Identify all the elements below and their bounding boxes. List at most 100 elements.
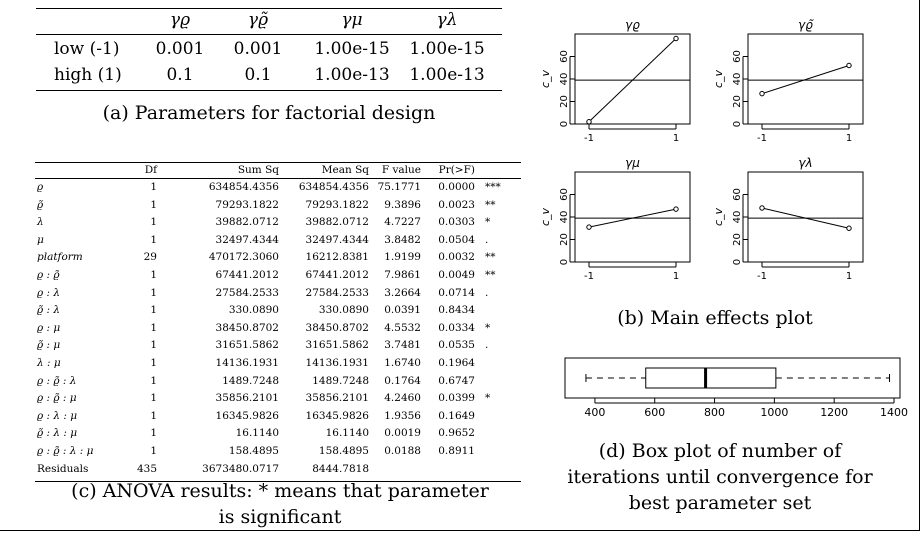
anova-cell-sumsq: 39882.0712	[215, 216, 279, 229]
plot-title: γϱ̃	[798, 18, 814, 32]
anova-cell-signif: ***	[485, 181, 501, 193]
anova-cell-sumsq: 3673480.0717	[202, 462, 279, 475]
anova-cell-meansq: 16345.9826	[305, 409, 369, 422]
plot-title: γϱ	[625, 18, 640, 32]
anova-header-fvalue: F value	[381, 164, 421, 176]
anova-cell-df: 1	[150, 357, 157, 369]
anova-cell-meansq: 27584.2533	[305, 286, 369, 299]
table-header-rule	[36, 34, 502, 35]
anova-cell-df: 1	[150, 269, 157, 281]
anova-cell-meansq: 330.0890	[318, 304, 369, 317]
anova-cell-fvalue: 0.0019	[384, 427, 421, 440]
anova-cell-meansq: 31651.5862	[305, 339, 369, 352]
caption-a: (a) Parameters for factorial design	[102, 102, 436, 124]
anova-cell-df: 1	[150, 409, 157, 422]
plot-frame	[574, 33, 691, 125]
table-top-rule	[36, 8, 502, 9]
anova-cell-term: ϱ : ϱ̃ : λ : μ	[37, 445, 94, 457]
anova-cell-sumsq: 470172.3060	[208, 251, 279, 264]
caption-d-line1: (d) Box plot of number of	[598, 440, 842, 462]
anova-cell-term: ϱ̃	[37, 198, 44, 211]
anova-cell-fvalue: 75.1771	[377, 181, 421, 193]
x-tick-label: 1400	[880, 406, 908, 419]
effect-point	[759, 205, 765, 211]
anova-cell-term: ϱ : λ : μ	[37, 409, 78, 422]
boxplot-frame	[564, 357, 901, 399]
anova-cell-sumsq: 634854.4356	[208, 181, 279, 193]
row-low-value: 0.001	[155, 39, 205, 59]
anova-cell-pr: 0.0023	[438, 198, 475, 211]
anova-cell-term: λ : μ	[37, 357, 61, 369]
caption-d-line3: best parameter set	[628, 492, 812, 514]
anova-header-df: Df	[144, 164, 157, 176]
anova-cell-meansq: 16212.8381	[305, 251, 369, 264]
anova-cell-df: 1	[150, 427, 157, 440]
y-tick-label: 40	[559, 211, 570, 224]
anova-cell-df: 1	[150, 233, 157, 246]
x-tick-label: -1	[757, 133, 767, 144]
anova-cell-signif: *	[485, 216, 491, 229]
anova-cell-pr: 0.0303	[438, 216, 475, 229]
caption-c-line2: is significant	[218, 506, 342, 528]
anova-cell-df: 1	[150, 392, 157, 405]
anova-header-rule	[35, 178, 521, 179]
anova-cell-sumsq: 1489.7248	[222, 374, 279, 387]
anova-cell-df: 1	[150, 304, 157, 317]
anova-cell-term: ϱ̃ : λ : μ	[37, 427, 78, 440]
y-axis-label: c_v	[539, 207, 552, 226]
anova-cell-signif: **	[485, 198, 496, 211]
effect-point	[673, 35, 679, 42]
anova-cell-sumsq: 31651.5862	[215, 339, 279, 352]
effect-line	[761, 65, 850, 95]
anova-cell-sumsq: 38450.8702	[215, 321, 279, 334]
anova-cell-fvalue: 4.5532	[384, 321, 421, 334]
effect-point	[586, 224, 592, 230]
anova-cell-pr: 0.0032	[438, 251, 475, 264]
y-tick-label: 0	[559, 121, 570, 127]
anova-cell-meansq: 38450.8702	[305, 321, 369, 334]
anova-cell-sumsq: 67441.2012	[215, 269, 279, 281]
anova-cell-signif: **	[485, 251, 496, 264]
anova-cell-df: 1	[150, 181, 157, 193]
anova-cell-term: ϱ	[37, 181, 44, 193]
y-tick-label: 40	[732, 73, 743, 86]
effect-line	[588, 38, 677, 123]
y-tick-label: 0	[559, 259, 570, 265]
x-tick-label: 1	[673, 133, 679, 144]
anova-cell-df: 1	[150, 339, 157, 352]
anova-cell-fvalue: 9.3896	[384, 198, 421, 211]
x-tick-label: 1	[846, 133, 852, 144]
y-tick-label: 60	[559, 50, 570, 63]
anova-cell-term: ϱ : ϱ̃ : λ	[37, 374, 77, 387]
anova-cell-sumsq: 32497.4344	[215, 233, 279, 246]
anova-cell-fvalue: 3.8482	[384, 233, 421, 246]
header-gamma-rho: γϱ	[169, 10, 191, 30]
anova-cell-pr: 0.0049	[438, 269, 475, 281]
anova-cell-sumsq: 35856.2101	[215, 392, 279, 405]
header-gamma-mu: γμ	[341, 10, 363, 30]
y-tick-label: 0	[732, 121, 743, 127]
anova-cell-fvalue: 0.0391	[384, 304, 421, 317]
anova-cell-sumsq: 330.0890	[228, 304, 279, 317]
anova-cell-fvalue: 3.7481	[384, 339, 421, 352]
interquartile-box	[645, 367, 777, 389]
anova-cell-term: μ	[37, 233, 44, 246]
anova-cell-fvalue: 1.6740	[384, 357, 421, 369]
table-bottom-rule	[36, 90, 502, 91]
anova-cell-meansq: 8444.7818	[312, 462, 369, 475]
x-tick-label: 1200	[820, 406, 848, 419]
anova-cell-meansq: 158.4895	[318, 445, 369, 457]
y-tick-label: 20	[559, 233, 570, 246]
anova-bottom-rule	[35, 481, 521, 482]
anova-cell-meansq: 634854.4356	[298, 181, 369, 193]
anova-cell-meansq: 14136.1931	[305, 357, 369, 369]
anova-cell-pr: 0.0334	[438, 321, 475, 334]
effect-point	[586, 119, 592, 125]
y-axis-label: c_v	[539, 69, 552, 88]
anova-cell-sumsq: 158.4895	[228, 445, 279, 457]
anova-cell-pr: 0.0504	[438, 233, 475, 246]
x-tick-label: -1	[584, 133, 594, 144]
plot-title: γλ	[798, 156, 812, 170]
anova-cell-fvalue: 3.2664	[384, 286, 421, 299]
anova-cell-df: 1	[150, 445, 157, 457]
